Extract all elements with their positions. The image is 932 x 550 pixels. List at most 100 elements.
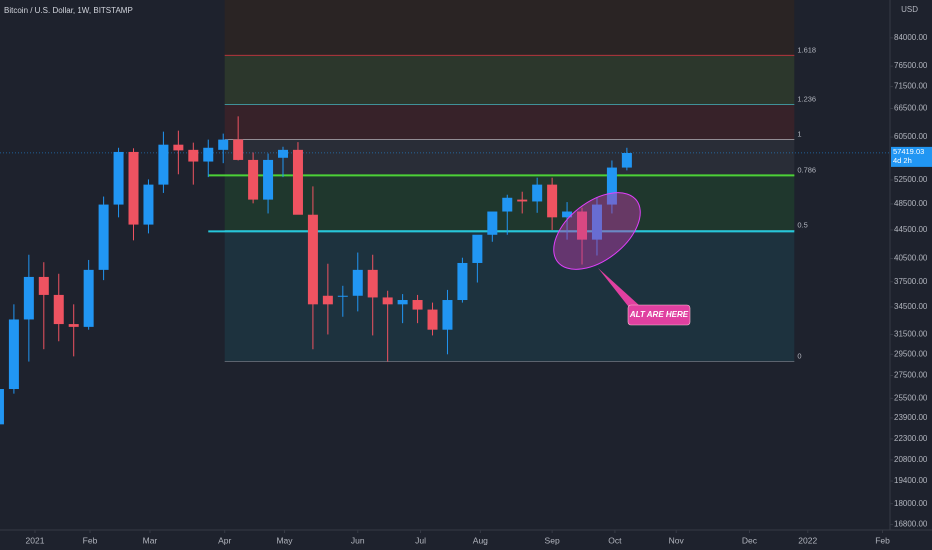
candle-body bbox=[367, 269, 378, 298]
candle-body bbox=[397, 300, 408, 305]
candle-body bbox=[233, 139, 244, 160]
candle-body bbox=[68, 324, 79, 327]
x-tick-label: Oct bbox=[608, 535, 622, 545]
fib-level-label: 1.236 bbox=[797, 95, 816, 104]
candle-body bbox=[562, 211, 573, 218]
candle-body bbox=[621, 152, 632, 168]
candle-body bbox=[427, 309, 438, 330]
candle-body bbox=[457, 262, 468, 301]
candle-body bbox=[577, 211, 588, 240]
x-tick-label: Feb bbox=[83, 535, 98, 545]
y-tick-label: 27500.00 bbox=[894, 371, 928, 380]
candle-body bbox=[188, 149, 199, 162]
y-tick-label: 60500.00 bbox=[894, 132, 928, 141]
candle-body bbox=[472, 234, 483, 263]
callout-pointer bbox=[598, 268, 640, 306]
fib-band bbox=[224, 230, 795, 362]
candle-body bbox=[517, 199, 528, 202]
y-tick-label: 48500.00 bbox=[894, 199, 928, 208]
y-tick-label: 22300.00 bbox=[894, 434, 928, 443]
y-tick-label: 71500.00 bbox=[894, 82, 928, 91]
chart-title: Bitcoin / U.S. Dollar, 1W, BITSTAMP bbox=[4, 6, 133, 15]
highlight-ellipse bbox=[553, 192, 641, 270]
candle-body bbox=[218, 139, 229, 150]
candle-body bbox=[442, 300, 453, 330]
fib-band bbox=[224, 104, 795, 140]
y-tick-label: 52500.00 bbox=[894, 175, 928, 184]
candle-body bbox=[532, 184, 543, 202]
y-tick-label: 34500.00 bbox=[894, 302, 928, 311]
y-tick-label: 16800.00 bbox=[894, 520, 928, 529]
x-tick-label: Aug bbox=[473, 535, 488, 545]
x-tick-label: Mar bbox=[143, 535, 158, 545]
candle-body bbox=[307, 214, 318, 305]
callout-box bbox=[627, 304, 691, 326]
x-tick-label: 2022 bbox=[798, 535, 817, 545]
last-price-label: 57419.03 bbox=[893, 147, 924, 156]
fib-level-label: 0 bbox=[797, 352, 801, 361]
callout-text: ALT ARE HERE bbox=[629, 310, 689, 319]
candle-body bbox=[8, 319, 19, 390]
fib-band bbox=[224, 139, 795, 176]
candle-body bbox=[382, 297, 393, 305]
fib-level-label: 0.786 bbox=[797, 165, 816, 174]
candle-body bbox=[278, 149, 289, 158]
y-tick-label: 18000.00 bbox=[894, 499, 928, 508]
x-tick-label: Jul bbox=[415, 535, 426, 545]
candle-body bbox=[53, 294, 64, 325]
fib-band bbox=[224, 55, 795, 105]
y-tick-label: 44500.00 bbox=[894, 225, 928, 234]
candle-body bbox=[38, 276, 49, 295]
overlay: ALT ARE HERE bbox=[553, 192, 691, 326]
candle-body bbox=[248, 159, 259, 200]
candle-body bbox=[98, 204, 109, 270]
candle-body bbox=[113, 151, 124, 205]
y-tick-label: 66500.00 bbox=[894, 104, 928, 113]
fib-level-label: 1 bbox=[797, 130, 801, 139]
candle-body bbox=[547, 184, 558, 218]
y-tick-label: 25500.00 bbox=[894, 393, 928, 402]
candle-body bbox=[337, 295, 348, 297]
candle-body bbox=[173, 144, 184, 151]
x-tick-label: Apr bbox=[218, 535, 231, 545]
candle-body bbox=[292, 149, 303, 215]
x-tick-label: Feb bbox=[875, 535, 890, 545]
x-tick-label: Sep bbox=[545, 535, 560, 545]
candle-body bbox=[502, 197, 513, 212]
candle-body bbox=[83, 269, 94, 327]
candle-body bbox=[0, 389, 4, 425]
countdown-label: 4d 2h bbox=[893, 156, 912, 165]
y-tick-label: 29500.00 bbox=[894, 349, 928, 358]
x-tick-label: 2021 bbox=[26, 535, 45, 545]
candle-body bbox=[322, 295, 333, 305]
x-tick-label: Nov bbox=[669, 535, 685, 545]
x-tick-label: May bbox=[276, 535, 293, 545]
y-tick-label: 23900.00 bbox=[894, 413, 928, 422]
candle-body bbox=[203, 147, 214, 162]
candle-body bbox=[143, 184, 154, 225]
candle-body bbox=[263, 159, 274, 200]
y-tick-label: 31500.00 bbox=[894, 330, 928, 339]
candle-body bbox=[412, 300, 423, 310]
candle-body bbox=[23, 276, 34, 320]
candle-body bbox=[158, 144, 169, 185]
candle-body bbox=[606, 167, 617, 205]
candle-body bbox=[487, 211, 498, 235]
y-tick-label: 84000.00 bbox=[894, 33, 928, 42]
candle-body bbox=[128, 151, 139, 225]
y-tick-label: 20800.00 bbox=[894, 455, 928, 464]
candle-body bbox=[352, 269, 363, 296]
candle-body bbox=[591, 204, 602, 240]
fib-level-label: 1.618 bbox=[797, 45, 816, 54]
axis-unit[interactable]: USD bbox=[901, 5, 918, 14]
y-tick-label: 19400.00 bbox=[894, 476, 928, 485]
y-tick-label: 37500.00 bbox=[894, 277, 928, 286]
y-tick-label: 40500.00 bbox=[894, 254, 928, 263]
fib-level-label: 0.5 bbox=[797, 221, 807, 230]
x-tick-label: Dec bbox=[742, 535, 758, 545]
last-price-tag bbox=[891, 146, 932, 167]
plot-area: 0 0.5 0.786 1 1.236 1.618 bbox=[0, 0, 890, 425]
x-tick-label: Jun bbox=[351, 535, 365, 545]
fib-band bbox=[224, 0, 795, 56]
